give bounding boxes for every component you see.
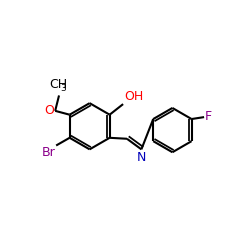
- Text: OH: OH: [124, 90, 143, 102]
- Text: 3: 3: [60, 84, 66, 93]
- Text: Br: Br: [42, 146, 55, 160]
- Text: CH: CH: [50, 78, 68, 91]
- Text: O: O: [44, 104, 54, 117]
- Text: F: F: [205, 110, 212, 123]
- Text: N: N: [137, 150, 146, 164]
